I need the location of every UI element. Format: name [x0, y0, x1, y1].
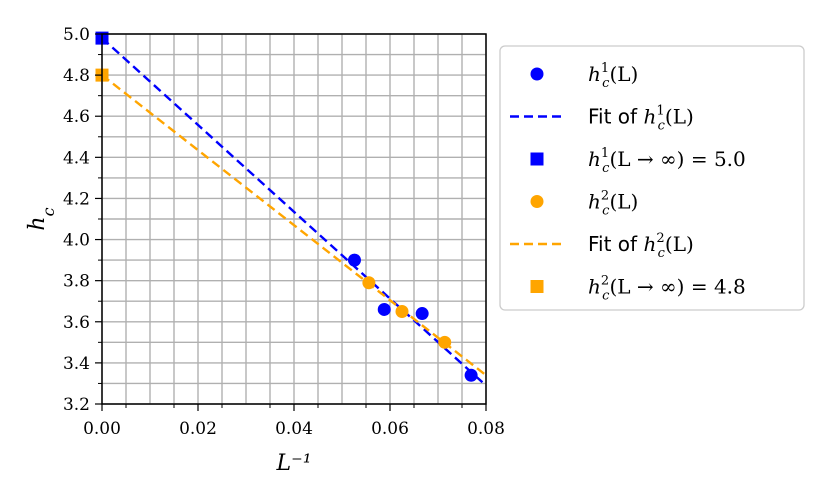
y-tick-label: 3.4 [63, 354, 90, 374]
y-tick-label: 3.8 [63, 272, 90, 292]
y-tick-label: 3.2 [63, 395, 90, 415]
legend-entry-label: Fit of h1 c(L) [588, 104, 694, 134]
data-point [347, 253, 361, 267]
y-tick-label: 4.6 [63, 107, 90, 127]
y-tick-label: 3.6 [63, 313, 90, 333]
x-axis-label: L⁻¹ [275, 451, 311, 476]
series-0 [347, 253, 478, 382]
data-point [395, 305, 409, 318]
data-point [464, 368, 478, 382]
legend-marker-circle [530, 195, 544, 208]
series-4 [102, 74, 486, 377]
legend-entry-label: h2 c(L) [588, 189, 638, 219]
data-point [377, 302, 391, 316]
fit-line [102, 74, 486, 377]
series-1 [102, 37, 486, 387]
x-tick-label: 0.04 [275, 419, 313, 439]
legend-entry-label: h1 c(L → ∞) = 5.0 [588, 146, 746, 176]
data-point [415, 307, 429, 321]
series-layer [95, 31, 486, 387]
y-tick-label: 5.0 [63, 25, 90, 45]
y-tick-label: 4.4 [63, 148, 90, 168]
legend-entry-label: Fit of h2 c(L) [588, 231, 694, 261]
x-tick-label: 0.08 [467, 419, 505, 439]
axis-ticks: 0.00 0.02 0.04 0.06 0.08 3.2 3.4 3.6 3.8 4.0 4.2 4.… [63, 25, 505, 439]
fit-line [102, 37, 486, 387]
x-tick-label: 0.06 [371, 419, 409, 439]
x-tick-label: 0.00 [83, 419, 121, 439]
legend: h1 c(L) Fit of h1 c(L) h1 c(L → ∞) = 5.0 h2 c(L… [499, 45, 805, 311]
y-axis-label: hc [25, 207, 58, 230]
legend-marker-circle [530, 67, 544, 81]
x-tick-label: 0.02 [179, 419, 217, 439]
legend-entry-label: h2 c(L → ∞) = 4.8 [588, 274, 746, 304]
legend-entry-label: h1 c(L) [588, 61, 638, 91]
legend-marker-square [530, 280, 544, 293]
y-tick-label: 4.0 [63, 231, 90, 251]
legend-marker-square [530, 152, 544, 166]
y-tick-label: 4.2 [63, 189, 90, 209]
legend-box [499, 45, 805, 311]
y-tick-label: 4.8 [63, 66, 90, 86]
